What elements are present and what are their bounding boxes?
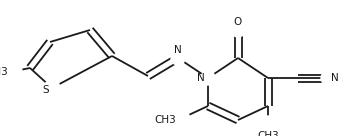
Circle shape — [321, 71, 335, 85]
Circle shape — [231, 23, 245, 37]
Text: N: N — [174, 45, 182, 55]
Circle shape — [44, 80, 60, 96]
Circle shape — [201, 71, 215, 85]
Circle shape — [166, 108, 190, 132]
Text: O: O — [234, 17, 242, 27]
Text: CH3: CH3 — [257, 131, 279, 136]
Text: N: N — [331, 73, 339, 83]
Text: N: N — [197, 73, 205, 83]
Text: CH3: CH3 — [154, 115, 176, 125]
Circle shape — [0, 60, 22, 84]
Circle shape — [256, 116, 280, 136]
Text: S: S — [42, 85, 49, 95]
Circle shape — [171, 51, 185, 65]
Text: CH3: CH3 — [0, 67, 8, 77]
